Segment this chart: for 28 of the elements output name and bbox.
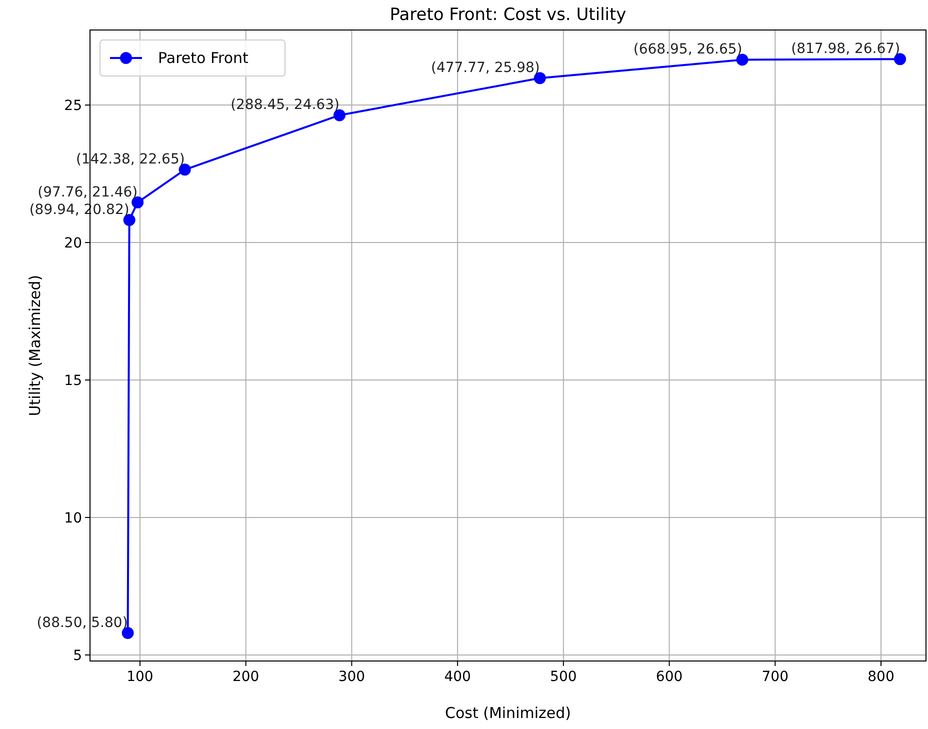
x-tick-label: 700 xyxy=(762,669,789,685)
y-tick-label: 15 xyxy=(64,373,82,390)
chart-title: Pareto Front: Cost vs. Utility xyxy=(390,5,626,25)
y-tick-label: 10 xyxy=(64,510,82,526)
point xyxy=(178,164,191,176)
data-label: (477.77, 25.98) xyxy=(430,60,540,76)
x-tick-label: 200 xyxy=(232,669,260,685)
point xyxy=(736,54,748,66)
x-tick-label: 600 xyxy=(656,669,683,685)
data-label: (88.50, 5.80) xyxy=(36,614,128,631)
x-tick-label: 500 xyxy=(550,669,577,685)
x-axis-title: Cost (Minimized) xyxy=(444,704,572,722)
y-tick-label: 25 xyxy=(64,98,82,114)
x-tick-label: 400 xyxy=(444,669,471,685)
data-label: (97.76, 21.46) xyxy=(38,184,138,200)
x-tick-label: 300 xyxy=(338,669,366,685)
y-axis-title: Utility (Maximized) xyxy=(26,274,44,416)
data-label: (288.45, 24.63) xyxy=(230,97,340,114)
data-label: (817.98, 26.67) xyxy=(791,41,900,58)
point xyxy=(333,109,346,122)
x-tick-label: 100 xyxy=(126,669,154,685)
y-tick-label: 5 xyxy=(73,648,82,664)
data-label: (668.95, 26.65) xyxy=(633,42,742,58)
point xyxy=(894,53,906,66)
y-tick-label: 20 xyxy=(64,236,82,252)
legend-label: Pareto Front xyxy=(158,49,249,67)
x-tick-label: 800 xyxy=(868,669,894,685)
point xyxy=(534,72,546,84)
